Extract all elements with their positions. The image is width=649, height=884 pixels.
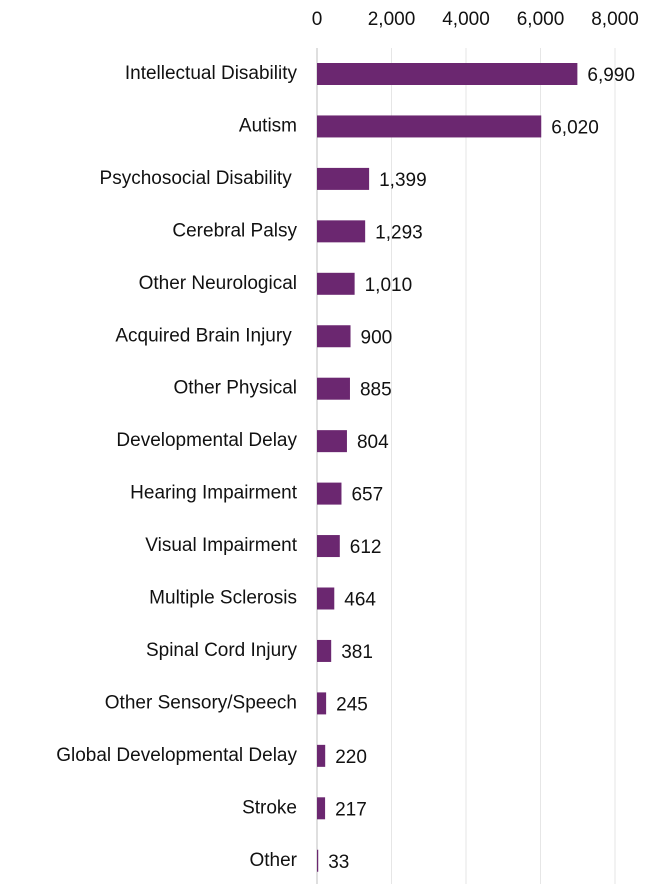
bar [317, 692, 327, 715]
value-label: 804 [357, 432, 389, 453]
bar [317, 115, 542, 138]
bar [317, 744, 326, 767]
bar [317, 377, 350, 400]
category-label: Other Neurological [139, 273, 297, 294]
x-tick-label: 0 [312, 9, 323, 30]
value-label: 33 [328, 852, 349, 873]
category-label: Developmental Delay [116, 430, 297, 451]
x-tick-label: 8,000 [591, 9, 639, 30]
bar [317, 220, 366, 243]
value-label: 6,990 [587, 65, 635, 86]
bar [317, 639, 332, 662]
x-tick-label: 2,000 [368, 9, 416, 30]
value-label: 900 [361, 327, 393, 348]
value-label: 1,399 [379, 170, 427, 191]
value-label: 217 [335, 799, 367, 820]
category-label: Global Developmental Delay [56, 745, 297, 766]
value-label: 220 [335, 747, 367, 768]
value-label: 245 [336, 694, 368, 715]
value-label: 381 [341, 642, 373, 663]
category-label: Visual Impairment [145, 535, 297, 556]
value-label: 612 [350, 537, 382, 558]
bar [317, 849, 319, 872]
category-label: Multiple Sclerosis [149, 588, 297, 609]
value-label: 657 [351, 485, 383, 506]
category-label: Intellectual Disability [125, 63, 298, 84]
category-label: Hearing Impairment [130, 483, 298, 504]
x-tick-label: 4,000 [442, 9, 490, 30]
value-label: 1,010 [365, 275, 413, 296]
category-label: Psychosocial Disability [100, 168, 297, 189]
bar [317, 587, 335, 610]
category-label: Autism [239, 115, 297, 136]
category-label: Other Physical [173, 378, 297, 399]
bar [317, 167, 370, 190]
bar [317, 63, 578, 85]
category-label: Cerebral Palsy [172, 220, 297, 241]
x-tick-label: 6,000 [517, 9, 565, 30]
category-label: Other Sensory/Speech [105, 692, 297, 713]
category-label: Spinal Cord Injury [146, 640, 298, 661]
bar [317, 325, 351, 348]
bar [317, 797, 326, 820]
value-label: 885 [360, 380, 392, 401]
category-label: Stroke [242, 797, 297, 818]
bar [317, 482, 342, 505]
bar [317, 430, 347, 453]
value-label: 464 [344, 590, 376, 611]
category-label: Other [249, 850, 297, 871]
bar [317, 272, 355, 295]
category-label: Acquired Brain Injury [115, 325, 297, 346]
bar [317, 535, 340, 558]
value-label: 1,293 [375, 222, 423, 243]
value-label: 6,020 [551, 117, 599, 138]
